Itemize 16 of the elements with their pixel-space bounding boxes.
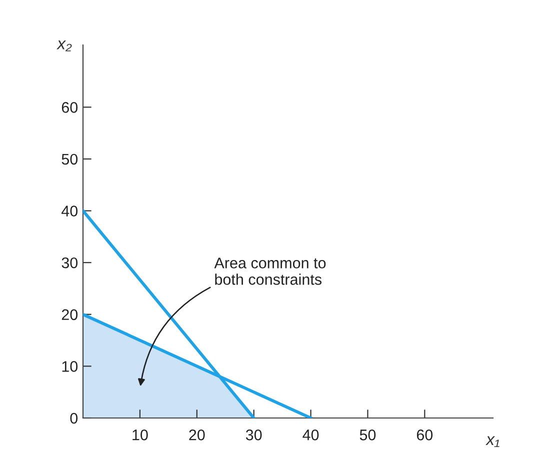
y-tick-label: 40 bbox=[62, 206, 78, 216]
x-tick-label: 50 bbox=[360, 430, 376, 440]
x-tick-label: 60 bbox=[416, 430, 433, 440]
y-axis-title: x₂ bbox=[56, 40, 72, 52]
x-tick-label: 10 bbox=[132, 430, 148, 440]
x-tick-label: 20 bbox=[189, 430, 205, 440]
x-tick-label: 40 bbox=[302, 430, 319, 440]
y-tick-label: 60 bbox=[62, 102, 78, 113]
y-tick-label: 20 bbox=[62, 309, 78, 320]
y-tick-label: 50 bbox=[62, 154, 78, 165]
x-tick-label: 30 bbox=[246, 430, 262, 440]
x-axis-title: x₁ bbox=[486, 436, 500, 447]
y-tick-label: 30 bbox=[62, 257, 78, 268]
annotation: Area common to both constraints bbox=[214, 258, 326, 285]
y-tick-label: 0 bbox=[70, 412, 78, 424]
y-tick-label: 10 bbox=[62, 361, 78, 372]
